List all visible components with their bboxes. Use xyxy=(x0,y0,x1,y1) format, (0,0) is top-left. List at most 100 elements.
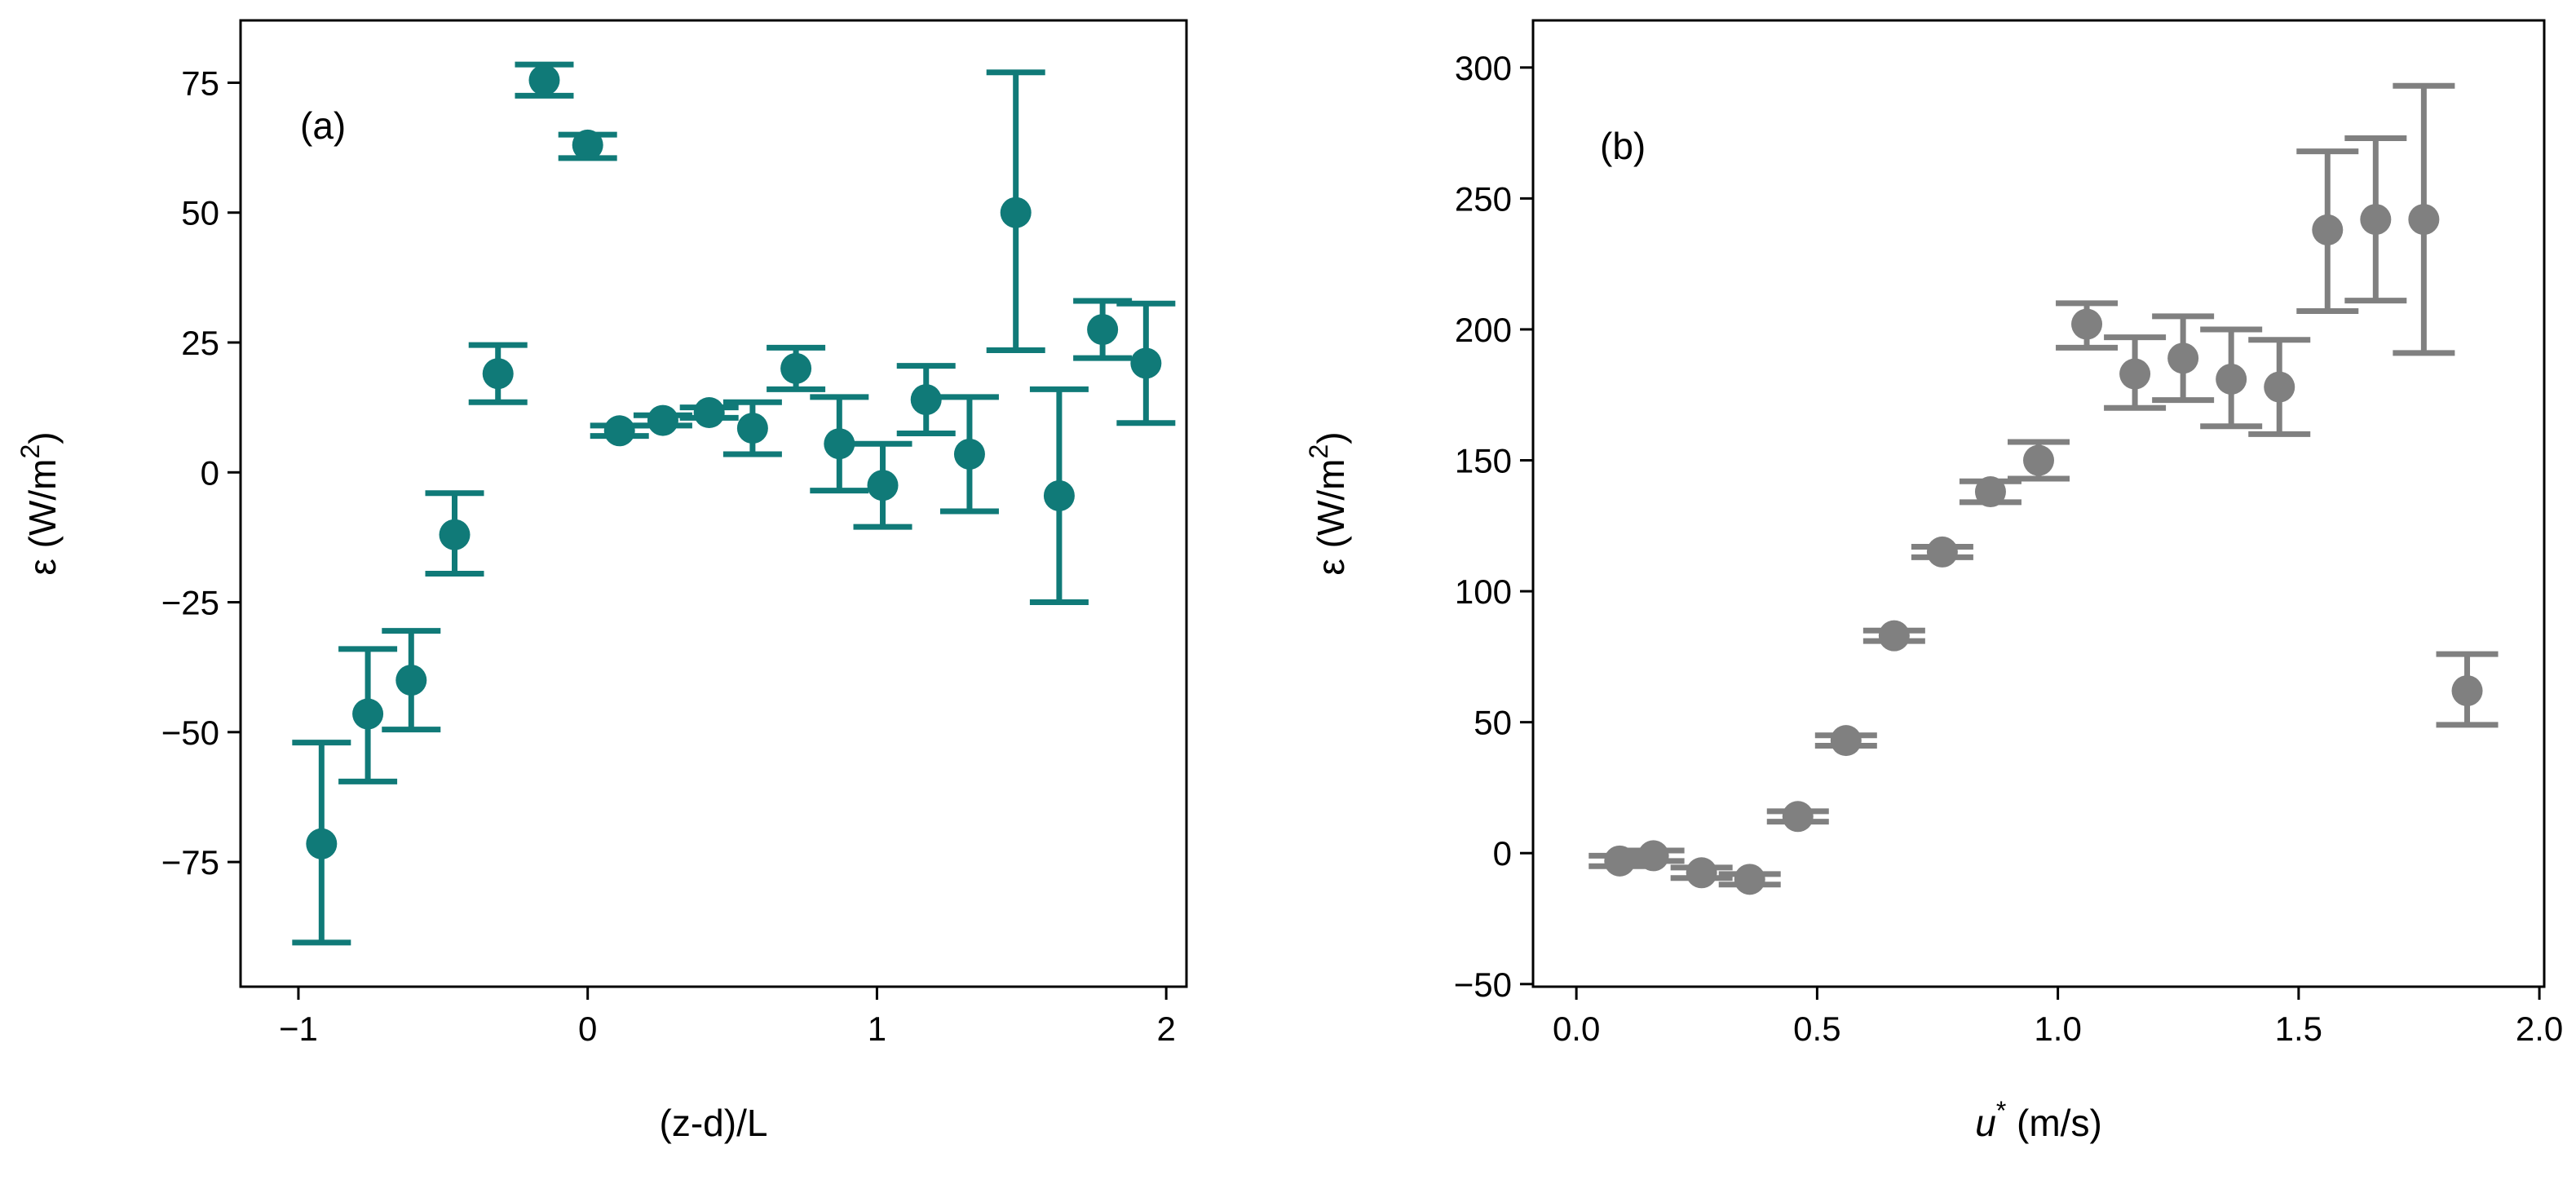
marker xyxy=(306,828,338,859)
data-point xyxy=(767,344,826,392)
marker xyxy=(1686,857,1717,889)
data-point xyxy=(1073,298,1133,361)
data-point xyxy=(939,394,999,515)
y-tick-label: 300 xyxy=(1455,49,1512,87)
data-point xyxy=(1911,536,1973,568)
marker xyxy=(1637,840,1669,872)
x-tick-label: 0.5 xyxy=(1793,1010,1840,1048)
y-tick-label: 25 xyxy=(181,324,219,362)
marker xyxy=(1830,725,1862,757)
data-point xyxy=(1718,864,1781,895)
data-point xyxy=(2104,334,2167,411)
y-tick-label: −50 xyxy=(1454,965,1512,1004)
marker xyxy=(1782,801,1814,833)
data-point xyxy=(558,129,617,161)
marker xyxy=(1087,314,1119,346)
data-point xyxy=(853,440,912,530)
data-point xyxy=(2296,148,2359,314)
y-tick-label: 150 xyxy=(1455,442,1512,480)
marker xyxy=(780,352,812,384)
marker xyxy=(1043,479,1075,511)
x-tick-label: 2 xyxy=(1156,1010,1175,1048)
y-tick-label: 100 xyxy=(1455,572,1512,611)
marker xyxy=(1926,536,1958,568)
x-axis-title: (z-d)/L xyxy=(660,1102,768,1144)
data-point xyxy=(292,740,351,946)
data-point xyxy=(2056,300,2119,351)
marker xyxy=(1734,864,1765,895)
x-tick-label: 1.0 xyxy=(2034,1010,2081,1048)
marker xyxy=(953,438,985,470)
data-point xyxy=(515,61,574,99)
y-tick-label: 0 xyxy=(201,453,219,492)
data-point xyxy=(1116,300,1176,426)
data-point xyxy=(1814,725,1877,757)
data-point xyxy=(468,342,528,405)
data-point xyxy=(2344,135,2407,304)
data-point xyxy=(1029,386,1089,606)
data-point xyxy=(382,628,441,733)
y-axis-title: ε (W/m2) xyxy=(1304,431,1352,575)
data-point xyxy=(2008,439,2070,482)
marker xyxy=(2119,358,2151,390)
data-point xyxy=(590,415,649,447)
x-tick-label: 1.5 xyxy=(2275,1010,2322,1048)
marker xyxy=(572,129,603,161)
y-tick-label: 50 xyxy=(1474,704,1512,742)
x-axis-title: u* (m/s) xyxy=(1975,1096,2102,1144)
data-point xyxy=(1622,840,1685,872)
marker xyxy=(824,428,855,460)
marker xyxy=(867,470,899,502)
panel-a: −1 0 1 2 75 50 25 0 −25 −50 −75 (a) (z-d)/L ε (W/m2) xyxy=(15,19,1188,1144)
plot-frame xyxy=(1531,19,2546,988)
data-point xyxy=(338,646,398,784)
y-tick-label: 75 xyxy=(181,64,219,102)
data-point xyxy=(2248,337,2311,437)
data-point xyxy=(1862,620,1925,652)
data-point xyxy=(425,490,484,577)
marker xyxy=(1974,476,2006,508)
marker xyxy=(2167,342,2199,374)
marker xyxy=(2451,675,2483,707)
data-point xyxy=(986,69,1045,354)
data-point xyxy=(896,363,956,436)
panel-label: (b) xyxy=(1600,125,1646,167)
data-point xyxy=(722,399,782,457)
marker xyxy=(1130,347,1162,379)
marker xyxy=(528,64,560,96)
panel-b: 0.0 0.5 1.0 1.5 2.0 300 250 200 150 100 50 0 −50 (b) u… xyxy=(1304,19,2563,1144)
marker xyxy=(1000,197,1032,228)
marker xyxy=(439,519,471,550)
x-tick-label: 2.0 xyxy=(2516,1010,2563,1048)
marker xyxy=(2023,444,2054,476)
marker xyxy=(647,404,678,436)
marker xyxy=(2360,204,2392,236)
y-axis-title: ε (W/m2) xyxy=(15,431,64,575)
marker xyxy=(352,698,384,730)
data-point xyxy=(2393,82,2455,356)
y-tick-label: −50 xyxy=(161,714,219,752)
marker xyxy=(2264,371,2295,403)
marker xyxy=(1878,620,1910,652)
marker xyxy=(2216,363,2247,395)
data-point xyxy=(810,394,869,494)
y-tick-label: −25 xyxy=(161,584,219,622)
data-point xyxy=(679,397,739,429)
marker xyxy=(910,384,942,416)
marker xyxy=(693,397,725,429)
data-point xyxy=(2436,651,2499,728)
y-tick-label: 200 xyxy=(1455,311,1512,349)
y-tick-label: −75 xyxy=(161,843,219,881)
marker xyxy=(2408,204,2440,236)
y-tick-label: 0 xyxy=(1493,834,1512,873)
marker xyxy=(2071,308,2103,340)
data-point xyxy=(2152,313,2215,404)
marker xyxy=(482,358,514,390)
marker xyxy=(2312,214,2344,245)
x-tick-label: 1 xyxy=(868,1010,886,1048)
y-tick-label: 250 xyxy=(1455,179,1512,218)
y-tick-label: 50 xyxy=(181,194,219,232)
x-tick-label: 0.0 xyxy=(1553,1010,1600,1048)
x-tick-label: 0 xyxy=(578,1010,597,1048)
